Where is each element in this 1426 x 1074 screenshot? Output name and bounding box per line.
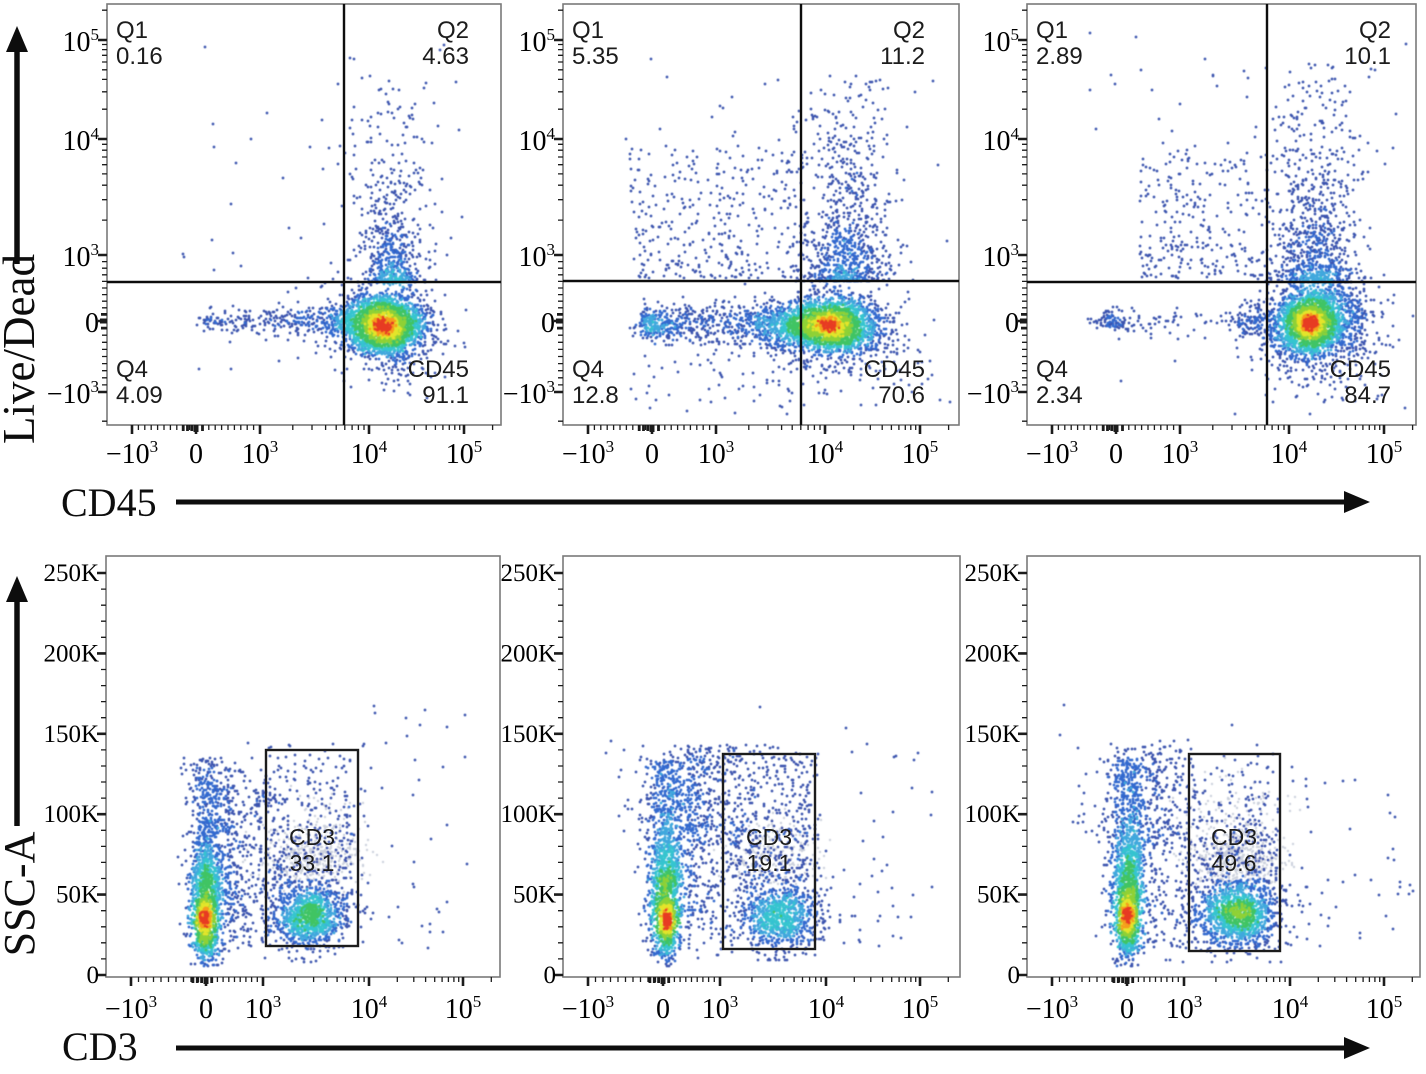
svg-text:Live/Dead: Live/Dead [0, 254, 44, 444]
svg-text:Q2: Q2 [893, 17, 925, 44]
svg-text:200K: 200K [43, 640, 99, 667]
svg-text:10.1: 10.1 [1344, 43, 1391, 70]
svg-text:200K: 200K [500, 640, 556, 667]
svg-text:12.8: 12.8 [572, 382, 619, 409]
svg-text:33.1: 33.1 [290, 850, 335, 876]
svg-text:Q1: Q1 [116, 17, 148, 44]
svg-text:150K: 150K [500, 721, 556, 748]
svg-text:CD3: CD3 [289, 824, 335, 850]
svg-text:−103: −103 [562, 992, 614, 1025]
svg-text:SSC-A: SSC-A [0, 831, 44, 956]
svg-text:103: 103 [519, 240, 556, 273]
svg-text:70.6: 70.6 [878, 382, 925, 409]
svg-text:49.6: 49.6 [1212, 850, 1257, 876]
svg-text:0: 0 [189, 439, 203, 470]
svg-text:11.2: 11.2 [880, 43, 925, 70]
svg-text:CD45: CD45 [408, 356, 469, 383]
svg-text:4.63: 4.63 [422, 43, 469, 70]
svg-text:Q2: Q2 [1359, 17, 1391, 44]
svg-text:50K: 50K [56, 882, 99, 909]
svg-text:84.7: 84.7 [1344, 382, 1391, 409]
svg-text:19.1: 19.1 [747, 850, 792, 876]
svg-text:91.1: 91.1 [422, 382, 469, 409]
svg-text:2.89: 2.89 [1036, 43, 1083, 70]
svg-text:50K: 50K [513, 882, 556, 909]
svg-text:5.35: 5.35 [572, 43, 619, 70]
svg-text:−103: −103 [105, 992, 157, 1025]
svg-text:Q1: Q1 [1036, 17, 1068, 44]
svg-text:105: 105 [446, 437, 483, 470]
svg-text:250K: 250K [964, 560, 1020, 587]
svg-text:100K: 100K [964, 801, 1020, 828]
svg-text:200K: 200K [964, 640, 1020, 667]
svg-text:CD45: CD45 [1330, 356, 1391, 383]
svg-text:Q2: Q2 [437, 17, 469, 44]
svg-text:−103: −103 [967, 377, 1019, 410]
svg-text:0: 0 [87, 962, 100, 989]
svg-text:0: 0 [1008, 962, 1021, 989]
svg-text:−103: −103 [1026, 992, 1078, 1025]
svg-text:2.34: 2.34 [1036, 382, 1083, 409]
svg-text:CD45: CD45 [864, 356, 925, 383]
svg-text:0: 0 [544, 962, 557, 989]
svg-text:Q1: Q1 [572, 17, 604, 44]
svg-text:−103: −103 [1026, 437, 1078, 470]
svg-text:Q4: Q4 [572, 356, 604, 383]
svg-text:104: 104 [1272, 992, 1309, 1025]
svg-text:Q4: Q4 [116, 356, 148, 383]
svg-text:0: 0 [656, 994, 670, 1025]
svg-text:0: 0 [541, 308, 555, 339]
svg-text:−103: −103 [503, 377, 555, 410]
svg-text:0: 0 [85, 308, 99, 339]
svg-text:CD3: CD3 [62, 1024, 138, 1069]
svg-text:−103: −103 [47, 377, 99, 410]
svg-text:150K: 150K [964, 721, 1020, 748]
svg-text:0: 0 [645, 439, 659, 470]
svg-text:150K: 150K [43, 721, 99, 748]
svg-text:0: 0 [1120, 994, 1134, 1025]
svg-text:50K: 50K [977, 882, 1020, 909]
svg-text:CD45: CD45 [61, 480, 157, 525]
svg-text:0.16: 0.16 [116, 43, 163, 70]
svg-text:250K: 250K [500, 560, 556, 587]
svg-text:100K: 100K [500, 801, 556, 828]
svg-text:0: 0 [1005, 308, 1019, 339]
svg-text:250K: 250K [43, 560, 99, 587]
svg-text:CD3: CD3 [746, 824, 792, 850]
svg-text:−103: −103 [106, 437, 158, 470]
svg-text:Q4: Q4 [1036, 356, 1068, 383]
svg-text:0: 0 [1109, 439, 1123, 470]
svg-text:4.09: 4.09 [116, 382, 163, 409]
svg-text:0: 0 [199, 994, 213, 1025]
svg-text:−103: −103 [562, 437, 614, 470]
svg-text:CD3: CD3 [1211, 824, 1257, 850]
svg-text:100K: 100K [43, 801, 99, 828]
